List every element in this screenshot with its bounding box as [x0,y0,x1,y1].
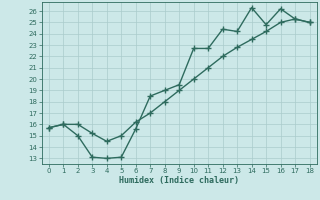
X-axis label: Humidex (Indice chaleur): Humidex (Indice chaleur) [119,176,239,185]
